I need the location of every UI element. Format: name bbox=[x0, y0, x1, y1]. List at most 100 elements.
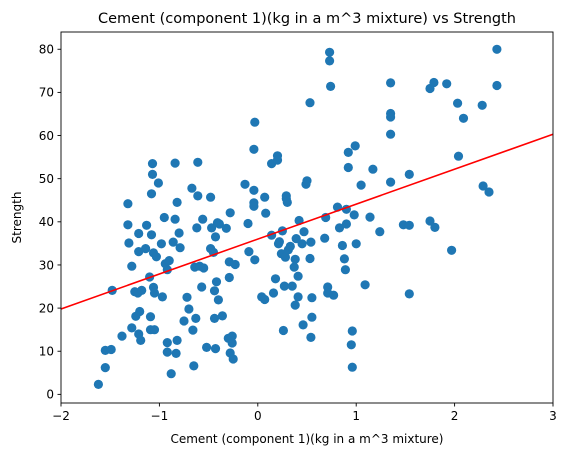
data-point bbox=[134, 247, 144, 257]
data-point bbox=[206, 192, 216, 202]
y-tick-label: 80 bbox=[39, 43, 54, 57]
data-point bbox=[341, 219, 351, 229]
data-point bbox=[172, 335, 182, 345]
x-tick-label: −2 bbox=[52, 409, 70, 423]
data-point bbox=[305, 98, 315, 108]
data-point bbox=[224, 272, 234, 283]
data-point bbox=[162, 338, 172, 348]
data-point bbox=[478, 181, 488, 191]
data-point bbox=[182, 292, 192, 302]
data-point bbox=[343, 147, 353, 157]
axes-frame bbox=[60, 31, 554, 404]
fit-line bbox=[60, 133, 554, 310]
data-point bbox=[289, 262, 299, 272]
data-point bbox=[430, 222, 440, 232]
data-point bbox=[198, 214, 208, 224]
points-layer bbox=[93, 44, 502, 389]
data-point bbox=[202, 342, 212, 352]
data-point bbox=[227, 331, 237, 341]
data-point bbox=[356, 180, 366, 190]
y-axis-title: Strength bbox=[10, 192, 24, 244]
data-point bbox=[492, 44, 502, 54]
plot-frame bbox=[60, 31, 554, 404]
data-point bbox=[325, 56, 335, 66]
data-point bbox=[210, 344, 221, 354]
y-tick-label: 20 bbox=[39, 301, 54, 315]
data-point bbox=[365, 212, 375, 222]
data-point bbox=[360, 280, 370, 290]
data-point bbox=[349, 210, 359, 220]
y-tick-label: 70 bbox=[39, 86, 54, 100]
data-point bbox=[290, 254, 300, 264]
data-point bbox=[230, 259, 240, 270]
data-point bbox=[213, 295, 223, 305]
data-point bbox=[227, 338, 237, 348]
data-point bbox=[386, 129, 396, 139]
data-point bbox=[279, 281, 289, 291]
data-point bbox=[305, 253, 315, 264]
data-point bbox=[249, 144, 259, 154]
x-tick-label: 3 bbox=[549, 409, 557, 423]
data-point bbox=[351, 239, 361, 249]
data-point bbox=[334, 223, 345, 233]
data-point bbox=[278, 325, 288, 336]
data-point bbox=[207, 223, 217, 233]
data-point bbox=[484, 187, 494, 197]
data-point bbox=[210, 232, 221, 242]
data-point bbox=[137, 285, 147, 295]
data-point bbox=[172, 197, 182, 207]
data-point bbox=[142, 220, 152, 230]
data-point bbox=[243, 218, 253, 229]
data-point bbox=[368, 164, 378, 174]
data-point bbox=[270, 274, 281, 284]
data-point bbox=[297, 239, 307, 249]
data-point bbox=[147, 169, 158, 179]
data-point bbox=[337, 240, 347, 251]
data-point bbox=[307, 312, 317, 322]
data-point bbox=[339, 254, 349, 264]
data-point bbox=[100, 363, 110, 373]
data-point bbox=[184, 304, 194, 314]
data-point bbox=[347, 362, 357, 372]
data-point bbox=[282, 197, 292, 207]
data-point bbox=[149, 325, 160, 335]
data-point bbox=[159, 212, 169, 223]
data-point bbox=[280, 252, 290, 262]
y-tick-label: 10 bbox=[39, 345, 54, 359]
x-tick-label: −1 bbox=[151, 409, 169, 423]
data-point bbox=[141, 244, 151, 254]
data-point bbox=[346, 340, 356, 350]
data-point bbox=[117, 331, 127, 341]
data-point bbox=[217, 311, 227, 321]
data-point bbox=[221, 223, 231, 233]
data-point bbox=[249, 185, 259, 195]
data-point bbox=[127, 261, 137, 271]
data-point bbox=[146, 230, 157, 240]
x-axis-ticks: −2 −1 0 1 2 3 bbox=[52, 403, 557, 423]
data-point bbox=[260, 294, 270, 305]
y-tick-label: 50 bbox=[39, 172, 54, 186]
y-tick-label: 0 bbox=[46, 388, 54, 402]
data-point bbox=[261, 208, 271, 218]
data-point bbox=[442, 79, 452, 89]
x-tick-label: 2 bbox=[451, 409, 459, 423]
data-point bbox=[147, 159, 158, 169]
data-point bbox=[189, 361, 199, 371]
data-point bbox=[306, 237, 316, 247]
data-point bbox=[340, 265, 350, 275]
data-point bbox=[164, 256, 174, 266]
data-point bbox=[287, 281, 297, 291]
y-axis-ticks: 0 10 20 30 40 50 60 70 80 bbox=[39, 43, 61, 402]
data-point bbox=[192, 223, 202, 233]
data-point bbox=[146, 189, 157, 199]
data-point bbox=[492, 80, 502, 91]
data-point bbox=[170, 214, 180, 224]
data-point bbox=[136, 335, 146, 345]
data-point bbox=[145, 312, 156, 322]
data-point bbox=[320, 233, 330, 243]
data-point bbox=[298, 320, 308, 330]
y-tick-label: 30 bbox=[39, 258, 54, 272]
data-point bbox=[244, 247, 254, 257]
data-point bbox=[404, 220, 414, 230]
